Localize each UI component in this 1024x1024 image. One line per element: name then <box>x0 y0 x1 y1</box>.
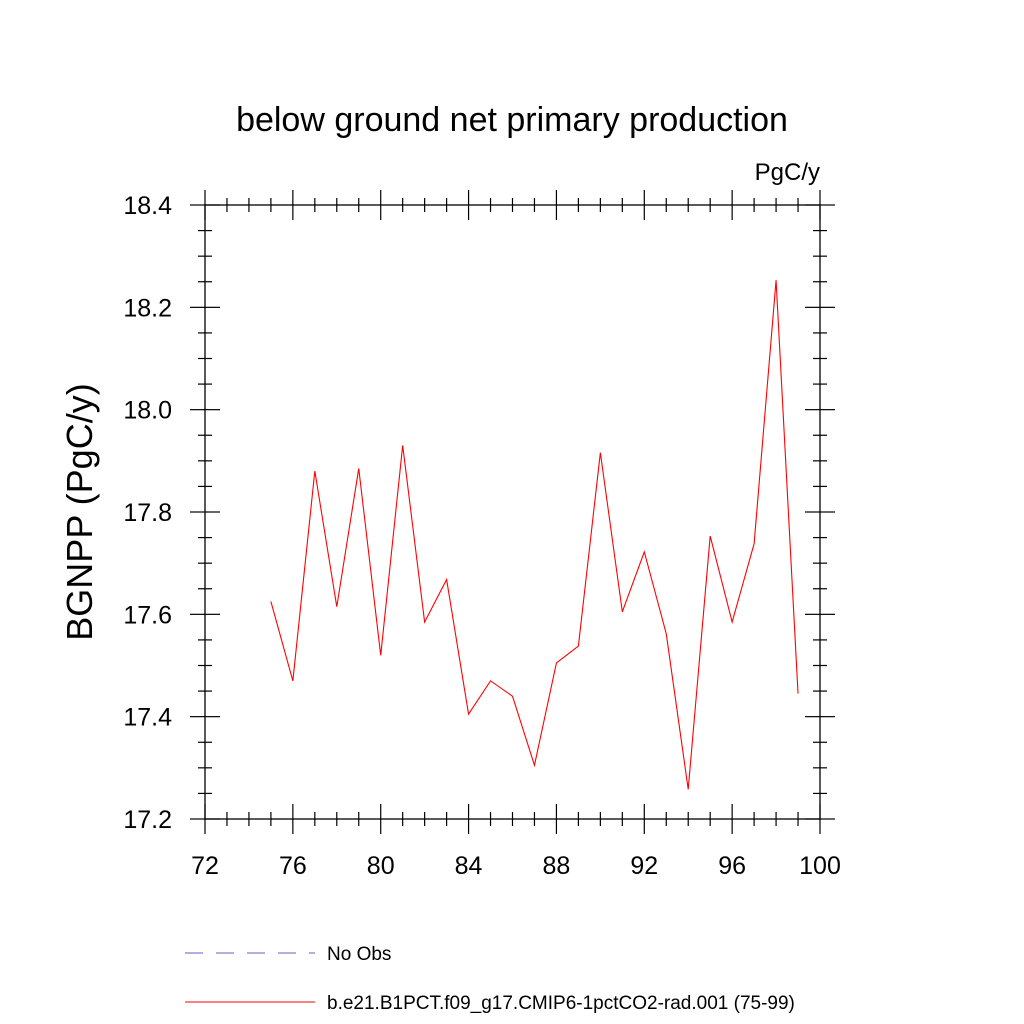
y-tick-label: 17.2 <box>123 806 172 834</box>
legend-label-model: b.e21.B1PCT.f09_g17.CMIP6-1pctCO2-rad.00… <box>327 993 795 1014</box>
x-tick-label: 88 <box>543 852 571 880</box>
y-tick-label: 17.6 <box>123 601 172 629</box>
y-tick-label: 17.4 <box>123 704 172 732</box>
y-axis-label: BGNPP (PgC/y) <box>59 383 100 640</box>
series-layer <box>270 280 799 790</box>
y-tick-label: 18.2 <box>123 294 172 322</box>
x-tick-label: 76 <box>279 852 307 880</box>
x-axis-ticks: 72 76 80 84 88 92 96 100 <box>191 190 841 880</box>
y-tick-label: 18.4 <box>123 192 172 220</box>
y-tick-label: 18.0 <box>123 397 172 425</box>
units-label: PgC/y <box>755 159 820 186</box>
x-tick-label: 100 <box>799 852 841 880</box>
plot-frame <box>204 204 821 820</box>
legend: No Obs b.e21.B1PCT.f09_g17.CMIP6-1pctCO2… <box>185 944 795 1014</box>
y-tick-label: 17.8 <box>123 499 172 527</box>
chart-title: below ground net primary production <box>236 101 788 139</box>
legend-label-no-obs: No Obs <box>327 944 391 965</box>
x-tick-label: 92 <box>630 852 658 880</box>
x-tick-label: 72 <box>191 852 219 880</box>
y-axis-ticks: 17.2 17.4 17.6 17.8 18.0 18.2 18.4 <box>123 192 835 834</box>
x-tick-label: 96 <box>718 852 746 880</box>
x-tick-label: 80 <box>367 852 395 880</box>
x-tick-label: 84 <box>455 852 483 880</box>
series-line <box>270 280 799 790</box>
